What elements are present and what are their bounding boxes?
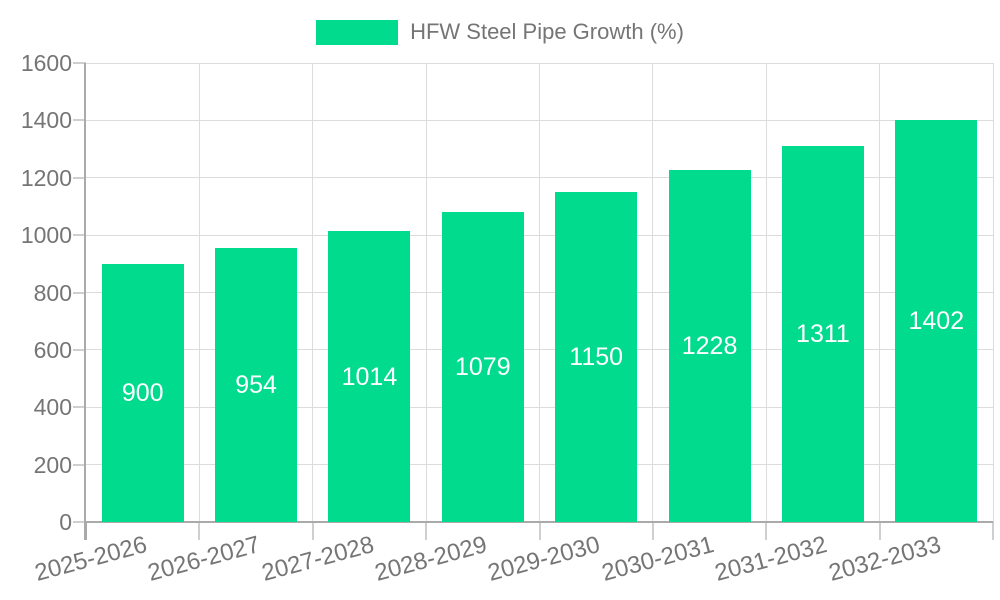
x-axis-label: 2028-2029 (371, 531, 490, 587)
v-gridline (652, 63, 654, 522)
bar (895, 119, 978, 522)
bar-value-label: 1228 (681, 331, 738, 360)
bar (441, 212, 524, 522)
v-gridline (539, 63, 540, 522)
y-axis-label: 0 (59, 509, 72, 535)
y-axis-label: 1000 (20, 222, 72, 249)
legend-item[interactable]: HFW Steel Pipe Growth (%) (316, 19, 684, 45)
y-axis-label: 400 (33, 394, 72, 421)
x-axis-line (84, 521, 993, 523)
y-axis-label: 1400 (20, 107, 72, 134)
x-axis-tick (85, 522, 87, 540)
y-axis-tick (73, 291, 86, 294)
bar-value-label: 1150 (569, 343, 624, 372)
v-gridline (992, 63, 994, 522)
y-axis-tick (73, 234, 86, 237)
x-axis-label: 2032-2033 (825, 531, 944, 587)
v-gridline (312, 63, 314, 522)
bar-value-label: 900 (121, 378, 164, 407)
y-axis-tick (73, 62, 86, 64)
legend-label: HFW Steel Pipe Growth (%) (410, 19, 684, 44)
v-gridline (879, 63, 881, 522)
y-axis-tick (73, 348, 86, 351)
x-axis-tick (651, 522, 654, 540)
x-axis-label: 2030-2031 (598, 531, 717, 587)
y-axis-line (84, 63, 86, 540)
y-axis-label: 600 (33, 336, 72, 363)
y-axis-tick (73, 463, 86, 466)
x-axis-label: 2029-2030 (485, 531, 604, 587)
x-axis-label: 2025-2026 (31, 531, 150, 587)
bar (328, 231, 411, 522)
v-gridline (765, 63, 767, 522)
x-axis-tick (538, 522, 541, 540)
x-axis-tick (311, 522, 314, 540)
x-axis-label: 2026-2027 (145, 531, 264, 587)
legend-swatch-icon (316, 19, 399, 45)
x-axis-tick (992, 522, 994, 540)
y-axis-tick (73, 176, 86, 179)
bar-value-label: 1014 (341, 362, 398, 391)
v-gridline (198, 63, 200, 522)
y-axis-tick (73, 119, 86, 122)
v-gridline (425, 63, 427, 522)
x-axis-tick (765, 522, 768, 540)
x-axis-tick (198, 522, 201, 540)
y-axis-label: 1200 (20, 164, 72, 191)
y-axis-label: 1600 (20, 50, 72, 76)
bar-value-label: 954 (235, 371, 277, 400)
bar (215, 248, 298, 522)
x-axis-tick (425, 522, 428, 540)
chart-legend: HFW Steel Pipe Growth (%) (0, 19, 1000, 45)
y-axis-label: 200 (33, 451, 72, 478)
bar-value-label: 1402 (908, 306, 965, 335)
bar (101, 263, 184, 522)
x-axis-label: 2031-2032 (712, 531, 830, 587)
y-axis-tick (73, 521, 86, 523)
bar (555, 192, 638, 522)
bar (668, 169, 751, 522)
y-axis-tick (73, 406, 86, 409)
x-axis-tick (878, 522, 881, 540)
bar-value-label: 1311 (796, 319, 850, 348)
bar (781, 145, 864, 522)
y-axis-label: 800 (33, 279, 72, 306)
bar-value-label: 1079 (455, 353, 511, 382)
x-axis-label: 2027-2028 (258, 531, 377, 587)
